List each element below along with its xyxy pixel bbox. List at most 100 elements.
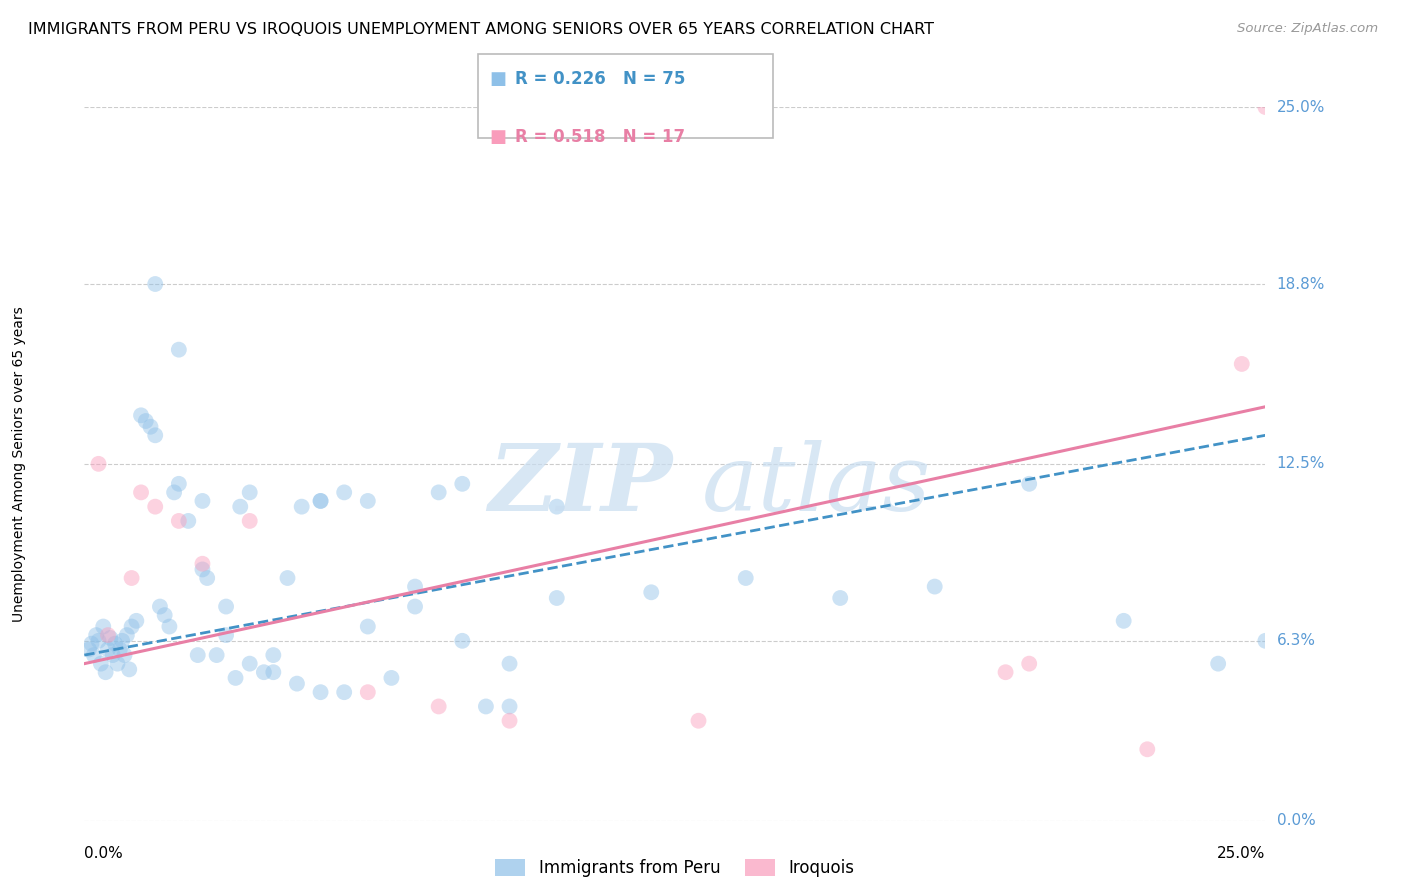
- Point: [125, 614, 148, 628]
- Point: [333, 485, 356, 500]
- Point: [191, 557, 214, 571]
- Point: [380, 671, 402, 685]
- Point: [309, 685, 332, 699]
- Point: [97, 628, 120, 642]
- Point: [994, 665, 1017, 680]
- Point: [262, 665, 284, 680]
- Point: [163, 485, 186, 500]
- Point: [830, 591, 852, 605]
- Point: [167, 476, 190, 491]
- Point: [114, 648, 136, 662]
- Point: [546, 591, 568, 605]
- Point: [129, 485, 152, 500]
- Point: [107, 657, 129, 671]
- Text: R = 0.226   N = 75: R = 0.226 N = 75: [515, 70, 685, 87]
- Point: [87, 633, 110, 648]
- Point: [77, 642, 100, 657]
- Text: 25.0%: 25.0%: [1218, 846, 1265, 861]
- Point: [1018, 476, 1040, 491]
- Point: [215, 599, 238, 614]
- Text: ZIP: ZIP: [488, 441, 672, 530]
- Point: [121, 571, 143, 585]
- Point: [225, 671, 247, 685]
- Point: [135, 414, 157, 428]
- Point: [143, 428, 166, 442]
- Point: [309, 494, 332, 508]
- Text: 18.8%: 18.8%: [1277, 277, 1324, 292]
- Point: [239, 657, 262, 671]
- Text: 6.3%: 6.3%: [1277, 633, 1316, 648]
- Point: [285, 676, 308, 690]
- Point: [427, 699, 450, 714]
- Point: [167, 343, 190, 357]
- Point: [309, 494, 332, 508]
- Point: [91, 619, 114, 633]
- Point: [143, 500, 166, 514]
- Point: [84, 628, 107, 642]
- Text: atlas: atlas: [702, 441, 931, 530]
- Point: [239, 485, 262, 500]
- Point: [94, 665, 117, 680]
- Point: [167, 514, 190, 528]
- Point: [215, 628, 238, 642]
- Point: [97, 642, 120, 657]
- Point: [924, 580, 946, 594]
- Point: [333, 685, 356, 699]
- Point: [427, 485, 450, 500]
- Point: [98, 631, 121, 645]
- Point: [153, 608, 176, 623]
- Text: 0.0%: 0.0%: [84, 846, 124, 861]
- Point: [1254, 633, 1277, 648]
- Point: [111, 633, 134, 648]
- Point: [1230, 357, 1253, 371]
- Point: [195, 571, 218, 585]
- Point: [734, 571, 756, 585]
- Point: [498, 699, 520, 714]
- Point: [451, 476, 474, 491]
- Text: 25.0%: 25.0%: [1277, 100, 1324, 114]
- Point: [357, 619, 380, 633]
- Point: [276, 571, 298, 585]
- Legend: Immigrants from Peru, Iroquois: Immigrants from Peru, Iroquois: [488, 852, 862, 884]
- Point: [1136, 742, 1159, 756]
- Point: [498, 714, 520, 728]
- Point: [1018, 657, 1040, 671]
- Point: [451, 633, 474, 648]
- Point: [177, 514, 200, 528]
- Text: IMMIGRANTS FROM PERU VS IROQUOIS UNEMPLOYMENT AMONG SENIORS OVER 65 YEARS CORREL: IMMIGRANTS FROM PERU VS IROQUOIS UNEMPLO…: [28, 22, 934, 37]
- Point: [191, 494, 214, 508]
- Point: [83, 648, 105, 662]
- Point: [1112, 614, 1135, 628]
- Text: 0.0%: 0.0%: [1277, 814, 1315, 828]
- Point: [640, 585, 662, 599]
- Point: [262, 648, 284, 662]
- Text: Unemployment Among Seniors over 65 years: Unemployment Among Seniors over 65 years: [13, 306, 27, 622]
- Text: 12.5%: 12.5%: [1277, 457, 1324, 471]
- Point: [149, 599, 172, 614]
- Point: [187, 648, 209, 662]
- Point: [139, 419, 162, 434]
- Point: [229, 500, 252, 514]
- Point: [129, 409, 152, 423]
- Point: [1206, 657, 1229, 671]
- Text: R = 0.518   N = 17: R = 0.518 N = 17: [515, 128, 685, 145]
- Text: ■: ■: [489, 70, 506, 87]
- Point: [87, 457, 110, 471]
- Point: [253, 665, 276, 680]
- Point: [121, 619, 143, 633]
- Point: [108, 642, 131, 657]
- Point: [118, 662, 141, 676]
- Point: [1254, 100, 1277, 114]
- Point: [404, 580, 426, 594]
- Point: [291, 500, 314, 514]
- Point: [157, 619, 180, 633]
- Point: [404, 599, 426, 614]
- Point: [239, 514, 262, 528]
- Point: [357, 685, 380, 699]
- Point: [191, 562, 214, 576]
- Point: [101, 648, 124, 662]
- Point: [115, 628, 138, 642]
- Text: Source: ZipAtlas.com: Source: ZipAtlas.com: [1237, 22, 1378, 36]
- Point: [104, 637, 127, 651]
- Point: [498, 657, 520, 671]
